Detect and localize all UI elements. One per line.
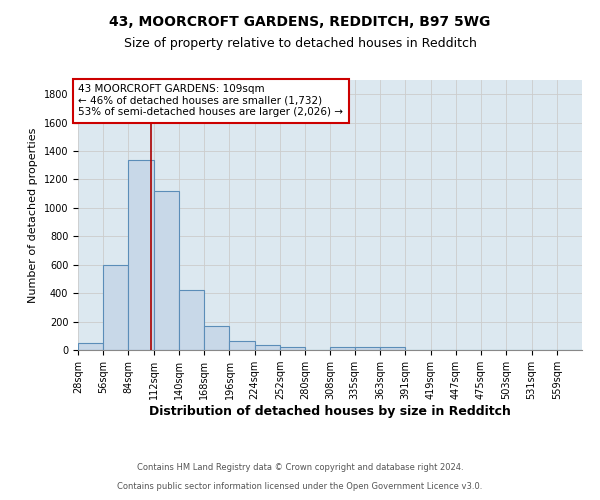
Bar	[380, 347, 405, 350]
Bar	[103, 264, 128, 350]
Bar	[128, 160, 154, 350]
Text: 43 MOORCROFT GARDENS: 109sqm
← 46% of detached houses are smaller (1,732)
53% of: 43 MOORCROFT GARDENS: 109sqm ← 46% of de…	[79, 84, 343, 117]
Bar	[204, 326, 229, 350]
Bar	[154, 191, 179, 350]
Text: Contains HM Land Registry data © Crown copyright and database right 2024.: Contains HM Land Registry data © Crown c…	[137, 464, 463, 472]
Bar	[331, 347, 355, 350]
Bar	[229, 342, 255, 350]
Bar	[280, 347, 305, 350]
Y-axis label: Number of detached properties: Number of detached properties	[28, 128, 38, 302]
Bar	[355, 347, 380, 350]
Text: Size of property relative to detached houses in Redditch: Size of property relative to detached ho…	[124, 38, 476, 51]
Text: 43, MOORCROFT GARDENS, REDDITCH, B97 5WG: 43, MOORCROFT GARDENS, REDDITCH, B97 5WG	[109, 15, 491, 29]
Bar	[179, 290, 204, 350]
X-axis label: Distribution of detached houses by size in Redditch: Distribution of detached houses by size …	[149, 405, 511, 418]
Bar	[78, 343, 103, 350]
Bar	[255, 345, 280, 350]
Text: Contains public sector information licensed under the Open Government Licence v3: Contains public sector information licen…	[118, 482, 482, 491]
